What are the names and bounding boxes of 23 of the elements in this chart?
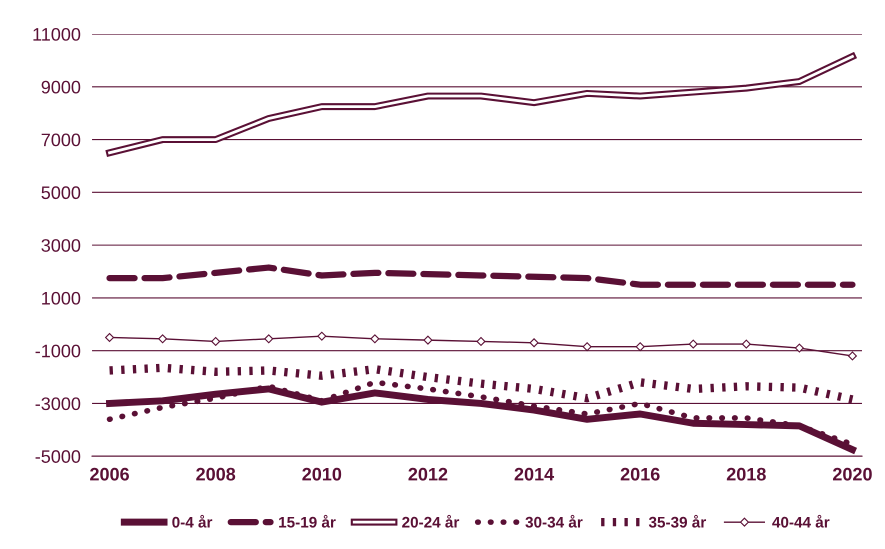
legend-label: 15-19 år [279,514,336,528]
legend-label: 35-39 år [648,514,706,528]
x-tick-label: 2006 [90,468,129,481]
legend-label: 30-34 år [525,514,583,528]
y-tick-label: 11000 [33,28,80,41]
x-tick-label: 2018 [726,468,766,481]
y-tick-label: 1000 [42,292,80,305]
x-tick-label: 2012 [408,468,448,481]
legend-label: 0-4 år [172,514,212,528]
y-tick-label: -5000 [36,450,80,463]
y-tick-label: -3000 [36,397,80,410]
x-tick-label: 2010 [302,468,342,481]
legend-label: 20-24 år [402,514,460,528]
x-tick-label: 2020 [832,468,872,481]
y-tick-label: 7000 [42,134,80,146]
x-tick-label: 2014 [514,468,554,481]
legend-label: 40-44 år [772,514,830,528]
x-tick-label: 2008 [196,468,236,481]
x-tick-label: 2016 [620,468,660,481]
y-tick-label: -1000 [36,344,80,358]
y-tick-label: 5000 [41,186,80,200]
y-tick-label: 9000 [42,80,80,94]
y-tick-label: 3000 [41,239,80,252]
